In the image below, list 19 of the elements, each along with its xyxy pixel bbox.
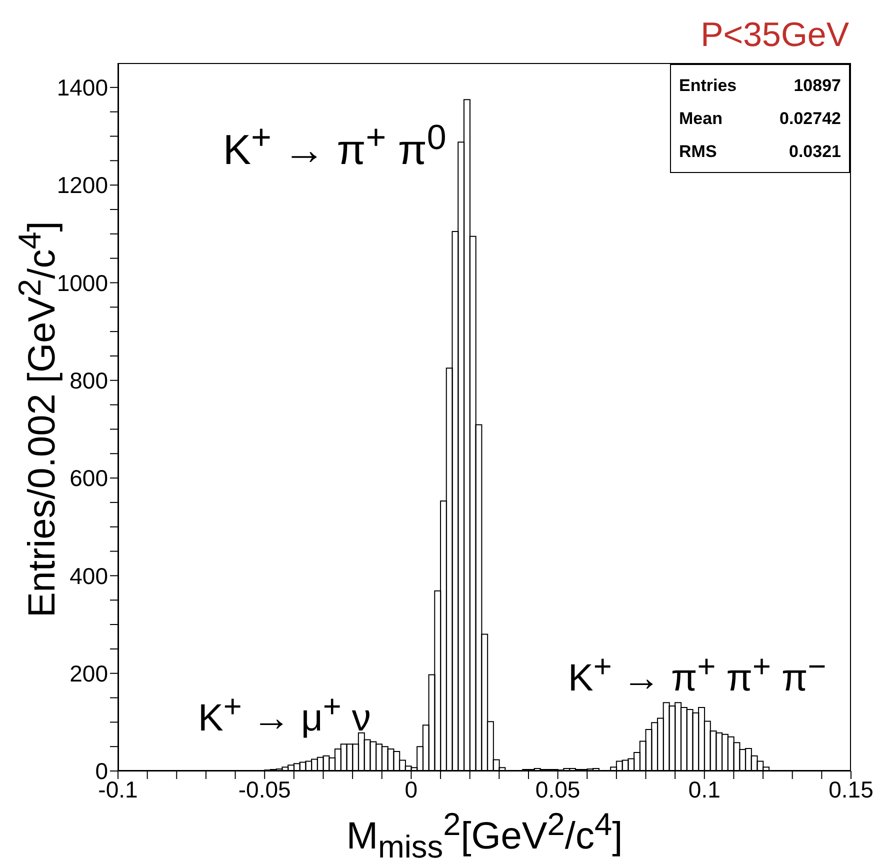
y-tick-label: 1200 <box>56 172 108 198</box>
x-tick-label: 0.1 <box>688 776 720 802</box>
x-tick-label: 0.15 <box>828 776 874 802</box>
annotation: K$^{+}$ → μ$^{+}$ ν <box>198 688 371 741</box>
text: Mean 0.02742 <box>679 109 841 128</box>
y-tick-label: 200 <box>70 660 108 687</box>
y-tick-label: 800 <box>70 368 108 394</box>
y-tick-label: 600 <box>70 465 108 492</box>
x-tick-label: -0.05 <box>238 776 291 802</box>
chart-title: P<35GeV <box>700 16 849 55</box>
x-tick-label: 0.05 <box>535 776 580 802</box>
annotation: K$^{+}$ → π$^{+}$ π$^{+}$ π$^{−}$ <box>568 648 826 701</box>
y-tick-label: 1400 <box>56 74 108 101</box>
x-axis-title: M$_{miss}$$^{2}$[GeV$^{2}$/c$^{4}$] <box>345 806 624 864</box>
y-tick-label: 400 <box>70 562 108 589</box>
annotation: K$^{+}$ → π$^{+}$ π$^{0}$ <box>223 118 446 174</box>
text: RMS 0.0321 <box>679 142 841 161</box>
x-tick-label: 0 <box>404 776 418 802</box>
text: Entries 10897 <box>679 76 841 95</box>
